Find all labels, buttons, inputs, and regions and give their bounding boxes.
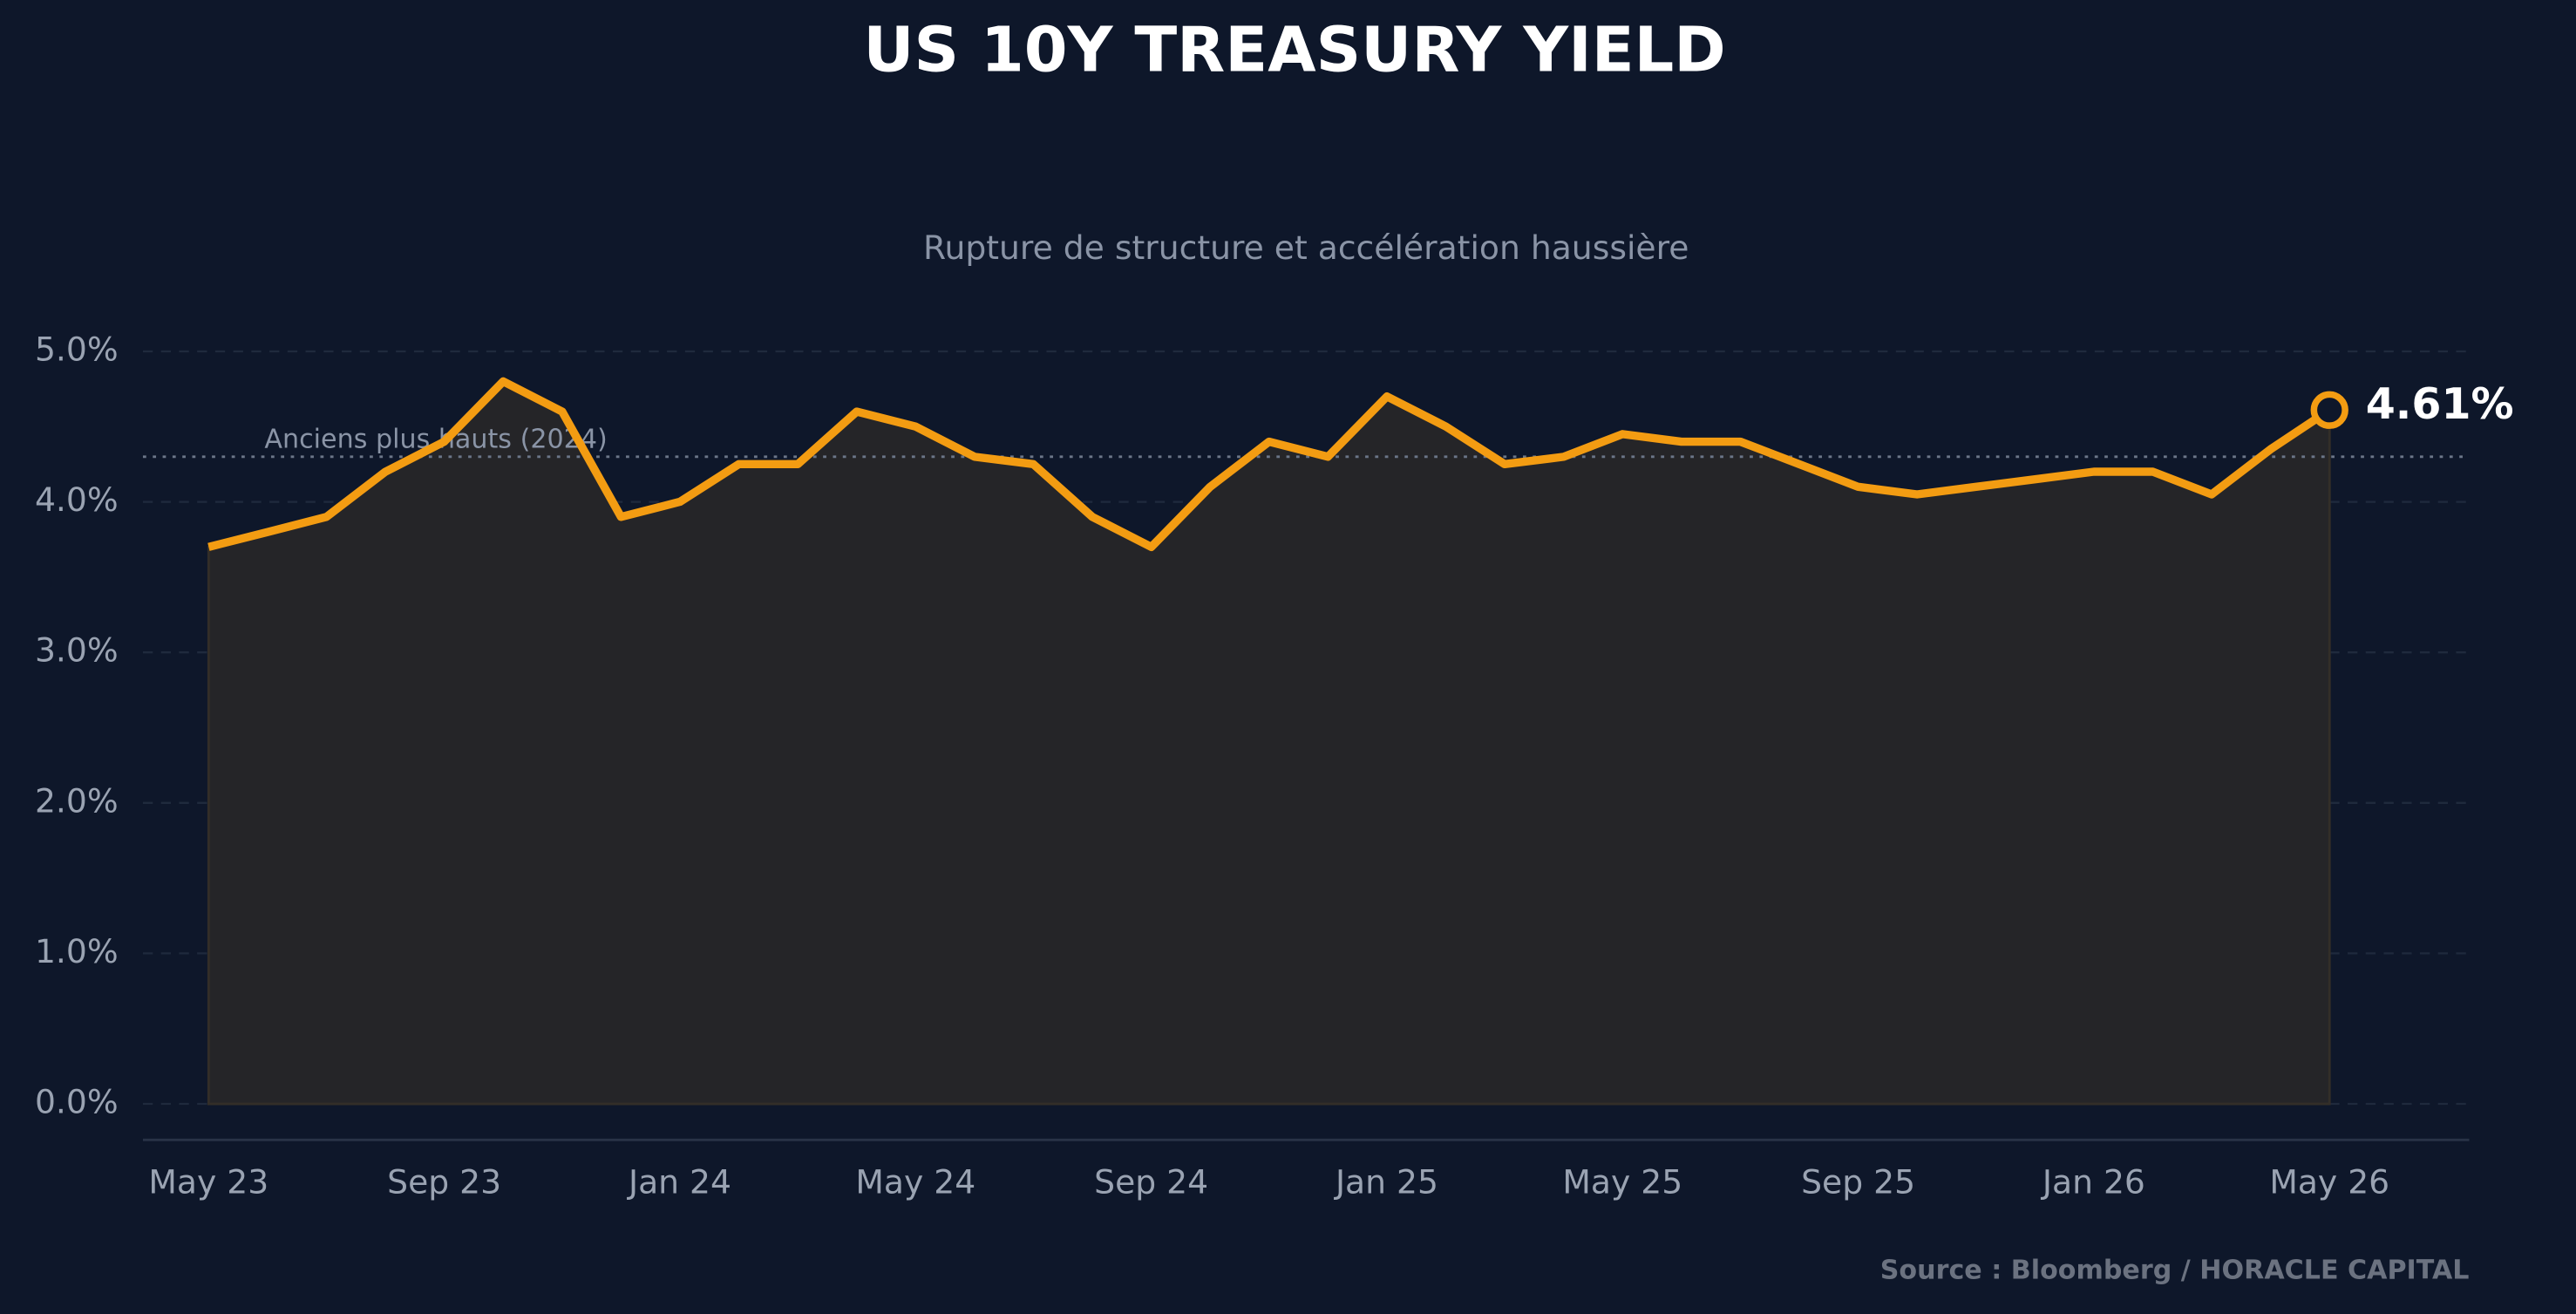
end-marker [2310, 391, 2348, 429]
value-label: 4.61% [2366, 379, 2514, 429]
y-tick-label: 1.0% [35, 932, 119, 970]
y-tick-label: 2.0% [35, 781, 119, 820]
x-tick-label: May 26 [2269, 1163, 2389, 1202]
x-tick-label: Sep 23 [387, 1163, 501, 1202]
y-tick-label: 4.0% [35, 480, 119, 519]
x-tick-label: Sep 24 [1094, 1163, 1208, 1202]
y-tick-label: 5.0% [35, 330, 119, 368]
chart-title: US 10Y TREASURY YIELD [863, 14, 1725, 86]
area [207, 379, 2331, 1106]
line [207, 377, 2332, 551]
x-tick-label: Jan 25 [1334, 1163, 1438, 1202]
x-tick-label: Jan 26 [2041, 1163, 2145, 1202]
chart-subtitle: Rupture de structure et accélération hau… [923, 228, 1689, 267]
x-tick-label: May 24 [855, 1163, 975, 1202]
x-tick-label: May 25 [1562, 1163, 1682, 1202]
x-tick-label: Sep 25 [1801, 1163, 1915, 1202]
x-tick-label: Jan 24 [627, 1163, 731, 1202]
y-tick-label: 3.0% [35, 631, 119, 670]
y-tick-label: 0.0% [35, 1083, 119, 1121]
source: Source : Bloomberg / HORACLE CAPITAL [1880, 1256, 2470, 1286]
x-tick-label: May 23 [148, 1163, 268, 1202]
